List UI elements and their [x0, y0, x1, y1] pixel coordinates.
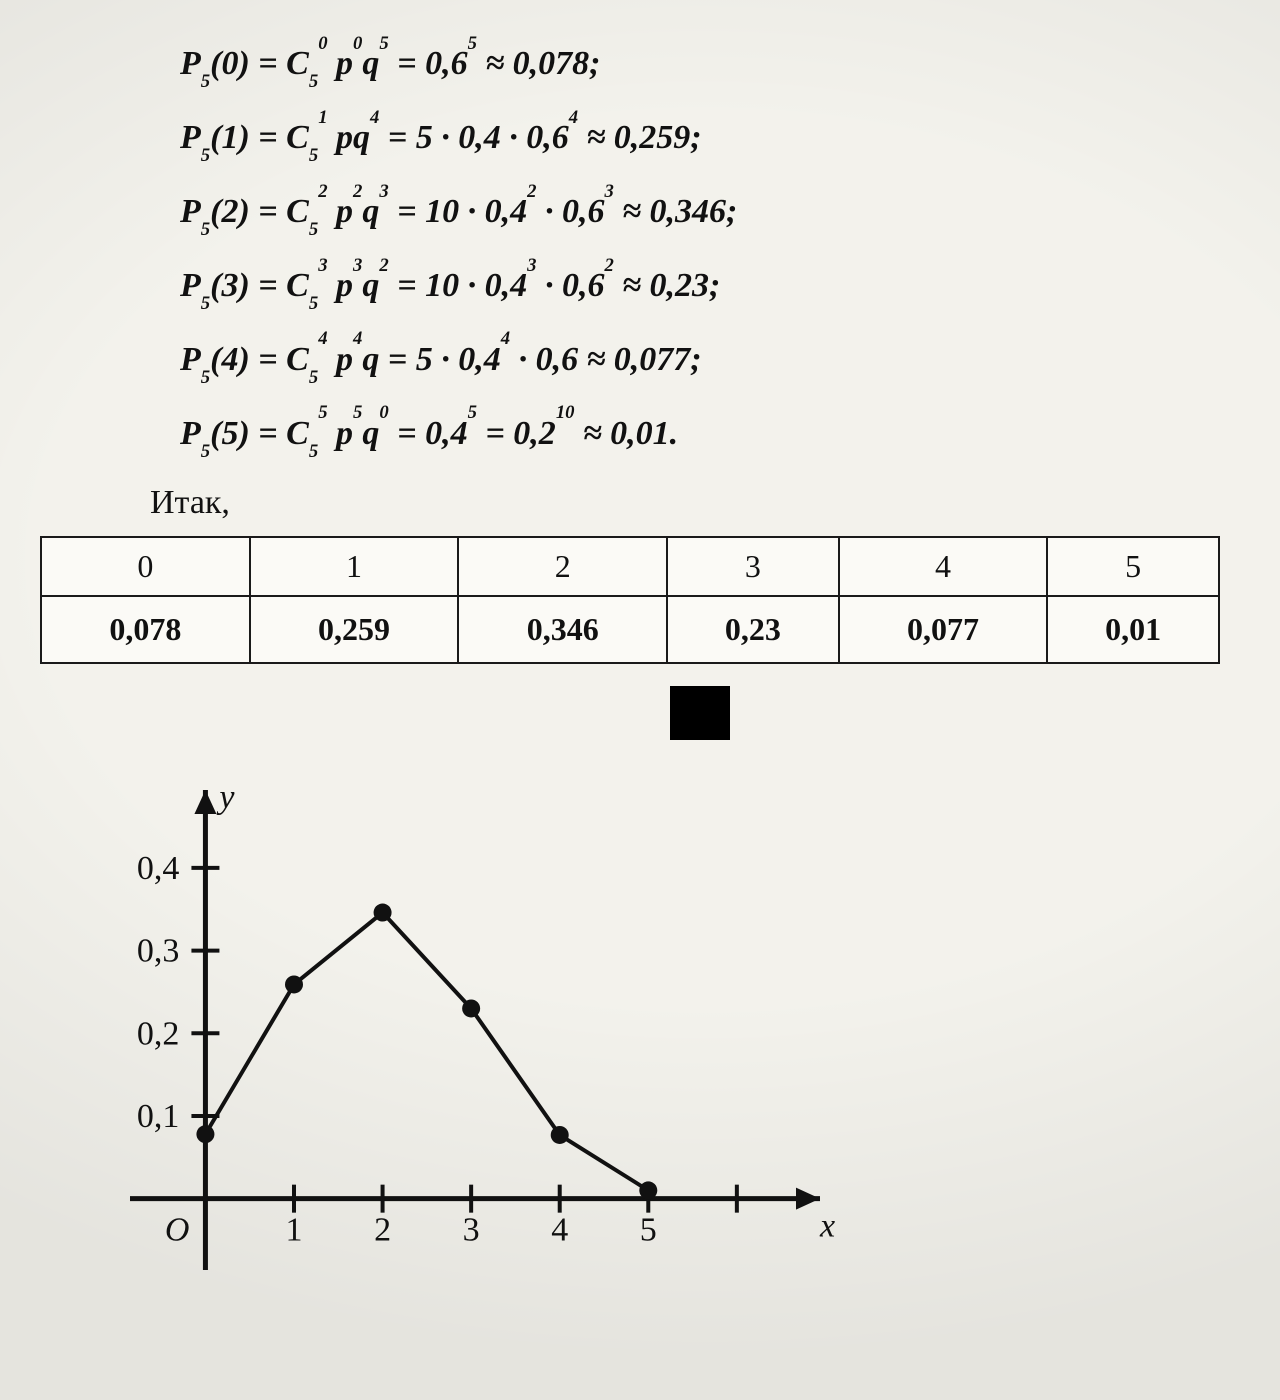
table-cell: 4 — [839, 537, 1048, 596]
svg-text:0,1: 0,1 — [137, 1098, 180, 1135]
svg-text:5: 5 — [640, 1211, 657, 1248]
equation: P5(4) = C54 p4q = 5 · 0,44 · 0,6 ≈ 0,077… — [180, 336, 1250, 386]
svg-text:4: 4 — [551, 1211, 568, 1248]
equation: P5(5) = C55 p5q0 = 0,45 = 0,210 ≈ 0,01. — [180, 410, 1250, 460]
svg-text:0,3: 0,3 — [137, 932, 180, 969]
distribution-table: 0 1 2 3 4 5 0,078 0,259 0,346 0,23 0,077… — [40, 536, 1220, 664]
table-header-row: 0 1 2 3 4 5 — [41, 537, 1219, 596]
table-cell: 0 — [41, 537, 250, 596]
equation: P5(0) = C50 p0q5 = 0,65 ≈ 0,078; — [180, 40, 1250, 90]
equation: P5(2) = C52 p2q3 = 10 · 0,42 · 0,63 ≈ 0,… — [180, 188, 1250, 238]
table-cell: 0,23 — [667, 596, 839, 663]
table-cell: 0,01 — [1047, 596, 1219, 663]
svg-text:0,2: 0,2 — [137, 1015, 180, 1052]
svg-text:O: O — [165, 1211, 190, 1248]
svg-text:1: 1 — [286, 1211, 303, 1248]
equation-block: P5(0) = C50 p0q5 = 0,65 ≈ 0,078; P5(1) =… — [180, 40, 1250, 460]
summary-label: Итак, — [150, 484, 1250, 522]
equation: P5(3) = C53 p3q2 = 10 · 0,43 · 0,62 ≈ 0,… — [180, 262, 1250, 312]
svg-text:y: y — [216, 779, 235, 816]
table-cell: 0,077 — [839, 596, 1048, 663]
table-cell: 0,078 — [41, 596, 250, 663]
table-cell: 0,259 — [250, 596, 459, 663]
table-cell: 0,346 — [458, 596, 667, 663]
solid-square-mark — [670, 686, 730, 740]
svg-text:3: 3 — [463, 1211, 480, 1248]
table-cell: 2 — [458, 537, 667, 596]
table-cell: 3 — [667, 537, 839, 596]
table-row: 0,078 0,259 0,346 0,23 0,077 0,01 — [41, 596, 1219, 663]
svg-text:x: x — [819, 1207, 835, 1244]
equation: P5(1) = C51 pq4 = 5 · 0,4 · 0,64 ≈ 0,259… — [180, 114, 1250, 164]
probability-chart: 0,1 0,2 0,3 0,4 1 2 3 4 5 Oy x — [50, 770, 850, 1330]
table-cell: 5 — [1047, 537, 1219, 596]
table-cell: 1 — [250, 537, 459, 596]
svg-text:0,4: 0,4 — [137, 850, 180, 887]
svg-text:2: 2 — [374, 1211, 391, 1248]
